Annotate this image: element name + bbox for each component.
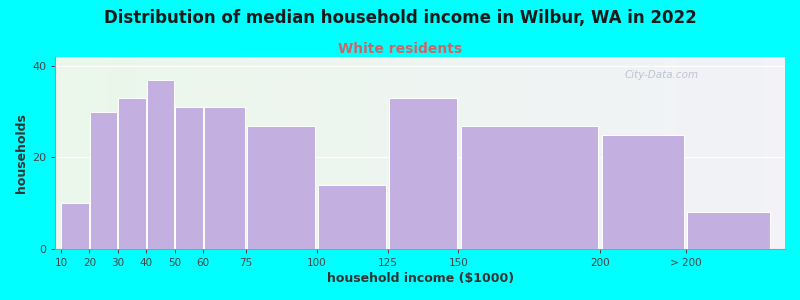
X-axis label: household income ($1000): household income ($1000) bbox=[326, 272, 514, 285]
Text: Distribution of median household income in Wilbur, WA in 2022: Distribution of median household income … bbox=[104, 9, 696, 27]
Bar bbox=[203, 107, 245, 249]
Text: City-Data.com: City-Data.com bbox=[625, 70, 698, 80]
Bar bbox=[118, 98, 146, 249]
Bar bbox=[246, 125, 315, 249]
Bar bbox=[62, 203, 89, 249]
Bar bbox=[461, 125, 598, 249]
Bar bbox=[389, 98, 458, 249]
Bar bbox=[90, 112, 118, 249]
Bar bbox=[602, 135, 684, 249]
Bar bbox=[687, 212, 770, 249]
Bar bbox=[175, 107, 202, 249]
Bar bbox=[318, 185, 386, 249]
Y-axis label: households: households bbox=[15, 113, 28, 193]
Text: White residents: White residents bbox=[338, 42, 462, 56]
Bar bbox=[146, 80, 174, 249]
